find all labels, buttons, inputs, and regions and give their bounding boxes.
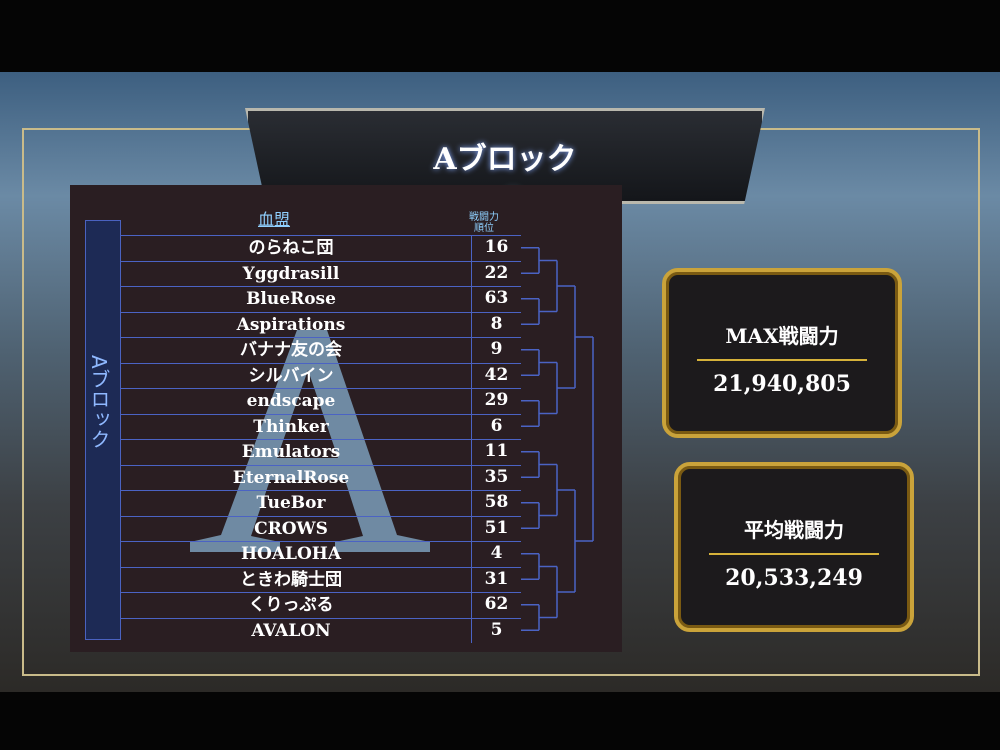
team-name: Thinker	[253, 416, 329, 437]
team-row: くりっぷる 62	[121, 592, 521, 618]
team-rank: 5	[471, 618, 521, 643]
team-rank: 42	[471, 363, 521, 388]
team-rank: 35	[471, 465, 521, 490]
team-row: BlueRose 63	[121, 286, 521, 312]
rank-header-line2: 順位	[474, 223, 494, 234]
team-rank: 4	[471, 542, 521, 567]
max-power-value: 21,940,805	[713, 371, 851, 397]
team-row: バナナ友の会 9	[121, 337, 521, 363]
team-name: くりっぷる	[248, 595, 334, 615]
side-label: Aブロック	[87, 355, 111, 449]
team-row: TueBor 58	[121, 490, 521, 516]
team-row: ときわ騎士団 31	[121, 566, 521, 592]
team-rank: 31	[471, 567, 521, 592]
team-row: endscape 29	[121, 388, 521, 414]
team-name: Yggdrasill	[242, 263, 340, 284]
team-name: BlueRose	[246, 289, 336, 309]
team-row: CROWS 51	[121, 515, 521, 541]
team-name: ときわ騎士団	[240, 569, 342, 590]
team-name: Aspirations	[236, 314, 346, 335]
team-row: Emulators 11	[121, 439, 521, 465]
column-header-rank: 戦闘力 順位	[464, 212, 504, 234]
team-name: EternalRose	[232, 467, 350, 488]
team-rank: 16	[471, 236, 521, 261]
team-rank: 9	[471, 338, 521, 363]
team-row: HOALOHA 4	[121, 541, 521, 567]
team-rank: 29	[471, 389, 521, 414]
team-row: AVALON 5	[121, 617, 521, 643]
team-row: Yggdrasill 22	[121, 260, 521, 286]
team-row: シルバイン 42	[121, 362, 521, 388]
team-rank: 51	[471, 516, 521, 541]
team-name: バナナ友の会	[240, 340, 342, 360]
team-name: TueBor	[256, 493, 326, 513]
team-name: Emulators	[241, 442, 341, 462]
block-title: Aブロック	[433, 142, 577, 177]
tournament-bracket	[521, 247, 594, 631]
team-row: Aspirations 8	[121, 311, 521, 337]
team-row: Thinker 6	[121, 413, 521, 439]
team-name: CROWS	[254, 518, 328, 539]
avg-power-box: 平均戦闘力 20,533,249	[674, 462, 914, 632]
team-rank: 58	[471, 491, 521, 516]
team-rank: 8	[471, 312, 521, 337]
avg-power-value: 20,533,249	[725, 565, 863, 591]
divider	[697, 359, 867, 361]
watermark-letter	[190, 330, 430, 552]
team-name: endscape	[246, 391, 336, 411]
column-header-clan: 血盟	[258, 210, 291, 229]
team-name: シルバイン	[248, 365, 334, 386]
team-rank: 6	[471, 414, 521, 439]
team-rank: 62	[471, 593, 521, 618]
team-name: のらねこ団	[248, 238, 334, 258]
divider	[709, 553, 879, 555]
team-row: のらねこ団 16	[121, 235, 521, 261]
side-strip	[85, 220, 121, 640]
avg-power-label: 平均戦闘力	[744, 518, 844, 542]
team-name: AVALON	[251, 620, 331, 641]
team-name: HOALOHA	[240, 544, 342, 564]
max-power-box: MAX戦闘力 21,940,805	[662, 268, 902, 438]
team-row: EternalRose 35	[121, 464, 521, 490]
team-rank: 11	[471, 440, 521, 465]
max-power-label: MAX戦闘力	[725, 324, 839, 348]
team-rank: 63	[471, 287, 521, 312]
team-rank: 22	[471, 261, 521, 286]
rank-header-line1: 戦闘力	[469, 212, 499, 223]
